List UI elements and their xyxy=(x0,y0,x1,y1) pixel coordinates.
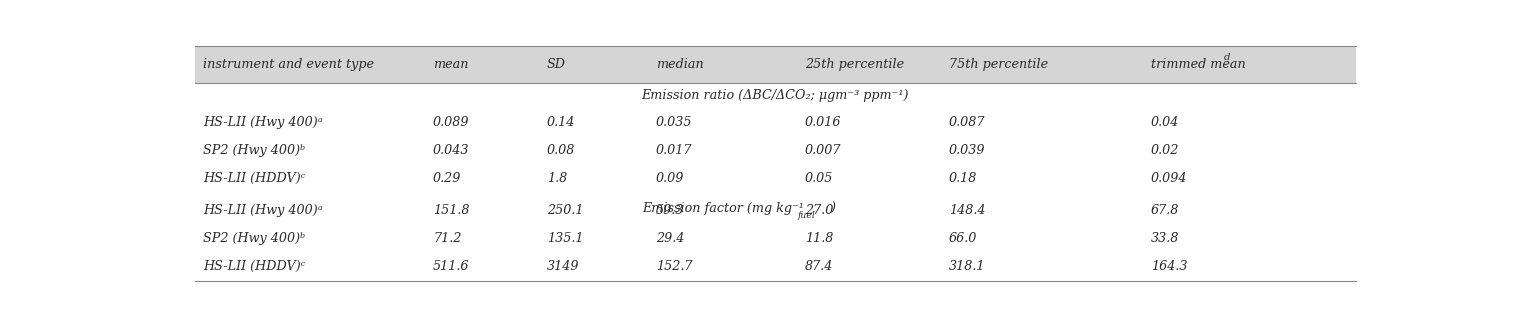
Text: 0.08: 0.08 xyxy=(546,144,575,157)
Text: SP2 (Hwy 400)ᵇ: SP2 (Hwy 400)ᵇ xyxy=(203,232,306,245)
Text: 0.087: 0.087 xyxy=(949,115,985,128)
Text: 152.7: 152.7 xyxy=(655,260,693,273)
Text: trimmed mean: trimmed mean xyxy=(1151,58,1245,71)
Text: 0.094: 0.094 xyxy=(1151,172,1188,185)
Text: 318.1: 318.1 xyxy=(949,260,985,273)
Text: 0.016: 0.016 xyxy=(805,115,841,128)
Text: 0.039: 0.039 xyxy=(949,144,985,157)
Text: Emission factor (mg kg⁻¹: Emission factor (mg kg⁻¹ xyxy=(642,202,803,215)
Text: 33.8: 33.8 xyxy=(1151,232,1179,245)
Text: SD: SD xyxy=(546,58,566,71)
Text: 0.035: 0.035 xyxy=(655,115,693,128)
Text: 29.4: 29.4 xyxy=(655,232,684,245)
Text: 71.2: 71.2 xyxy=(433,232,461,245)
Text: 148.4: 148.4 xyxy=(949,204,985,217)
Text: 0.09: 0.09 xyxy=(655,172,684,185)
Text: instrument and event type: instrument and event type xyxy=(203,58,374,71)
Text: 0.089: 0.089 xyxy=(433,115,469,128)
Text: 87.4: 87.4 xyxy=(805,260,834,273)
Text: SP2 (Hwy 400)ᵇ: SP2 (Hwy 400)ᵇ xyxy=(203,144,306,157)
Text: 0.007: 0.007 xyxy=(805,144,841,157)
Text: 0.043: 0.043 xyxy=(433,144,469,157)
Text: HS-LII (HDDV)ᶜ: HS-LII (HDDV)ᶜ xyxy=(203,172,306,185)
Text: 3149: 3149 xyxy=(546,260,579,273)
Text: 0.14: 0.14 xyxy=(546,115,575,128)
Text: median: median xyxy=(655,58,704,71)
Text: 59.3: 59.3 xyxy=(655,204,684,217)
Text: 25th percentile: 25th percentile xyxy=(805,58,903,71)
Text: 1.8: 1.8 xyxy=(546,172,567,185)
Text: 0.29: 0.29 xyxy=(433,172,461,185)
Text: 164.3: 164.3 xyxy=(1151,260,1188,273)
Bar xyxy=(195,45,1356,83)
Text: 27.0: 27.0 xyxy=(805,204,834,217)
Text: 0.017: 0.017 xyxy=(655,144,693,157)
Text: Emission ratio (ΔBC/ΔCO₂; μgm⁻³ ppm⁻¹): Emission ratio (ΔBC/ΔCO₂; μgm⁻³ ppm⁻¹) xyxy=(642,89,909,102)
Text: 67.8: 67.8 xyxy=(1151,204,1179,217)
Text: 511.6: 511.6 xyxy=(433,260,469,273)
Text: HS-LII (Hwy 400)ᵃ: HS-LII (Hwy 400)ᵃ xyxy=(203,204,322,217)
Text: 11.8: 11.8 xyxy=(805,232,834,245)
Text: 0.05: 0.05 xyxy=(805,172,834,185)
Text: 0.04: 0.04 xyxy=(1151,115,1179,128)
Text: 0.18: 0.18 xyxy=(949,172,977,185)
Text: 75th percentile: 75th percentile xyxy=(949,58,1049,71)
Text: 0.02: 0.02 xyxy=(1151,144,1179,157)
Text: fuel: fuel xyxy=(797,211,816,220)
Text: 250.1: 250.1 xyxy=(546,204,583,217)
Text: mean: mean xyxy=(433,58,469,71)
Text: HS-LII (HDDV)ᶜ: HS-LII (HDDV)ᶜ xyxy=(203,260,306,273)
Text: 151.8: 151.8 xyxy=(433,204,469,217)
Text: 66.0: 66.0 xyxy=(949,232,977,245)
Text: ): ) xyxy=(831,202,835,215)
Text: HS-LII (Hwy 400)ᵃ: HS-LII (Hwy 400)ᵃ xyxy=(203,115,322,128)
Text: 135.1: 135.1 xyxy=(546,232,583,245)
Text: d: d xyxy=(1224,53,1230,62)
